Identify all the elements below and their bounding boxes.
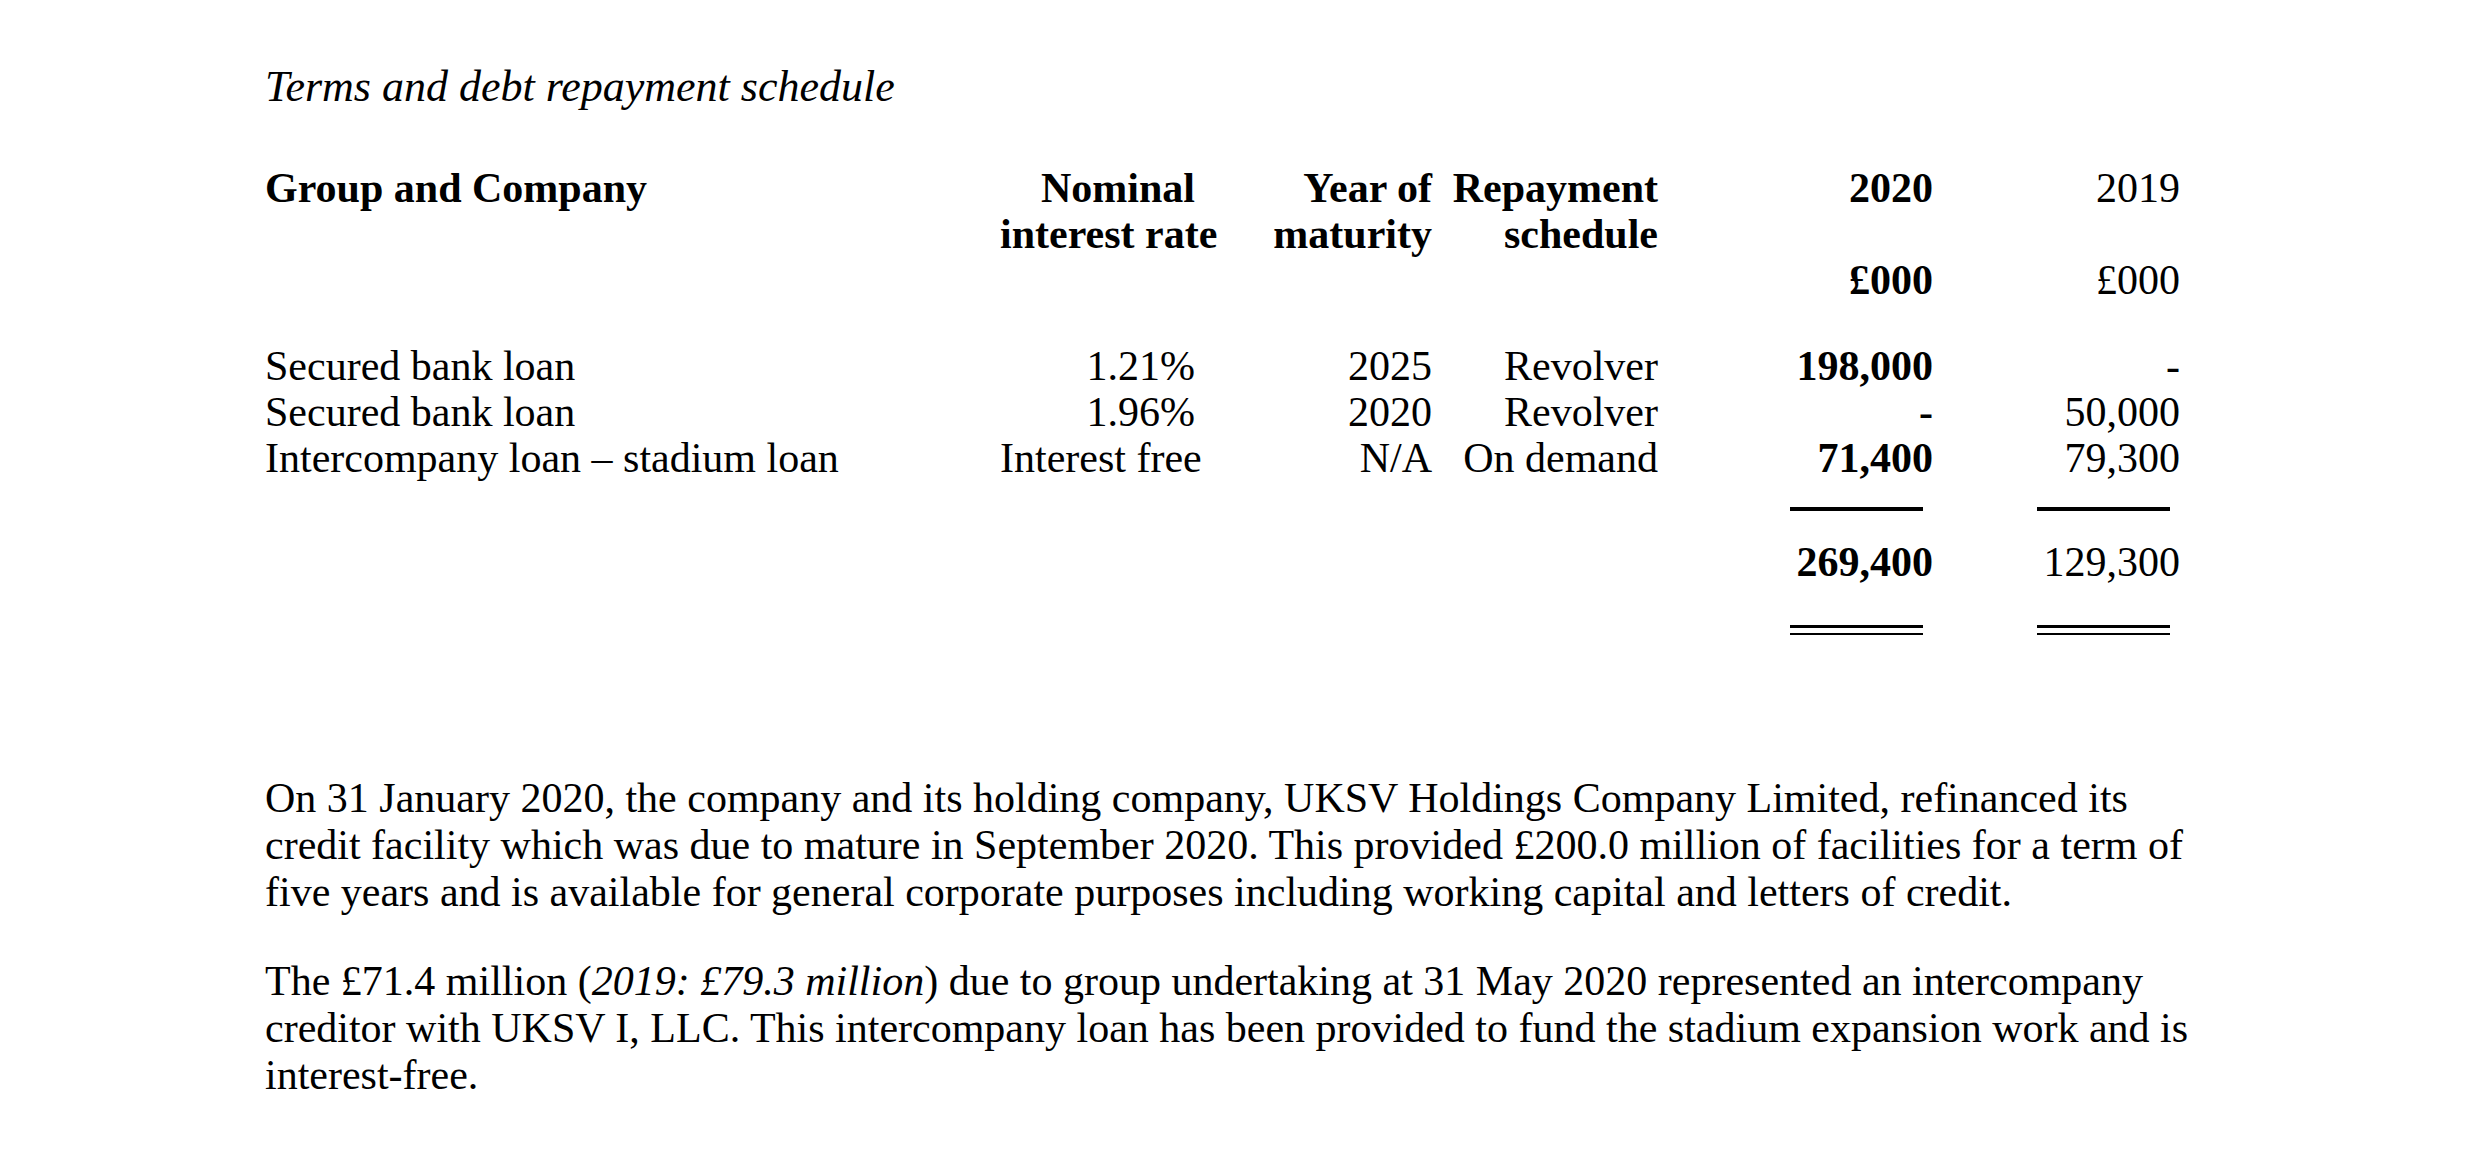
row-description: Secured bank loan xyxy=(265,343,1000,389)
row-value-2019: 79,300 xyxy=(1933,435,2180,481)
row-nominal-rate: 1.21% xyxy=(1000,343,1195,389)
row-description: Secured bank loan xyxy=(265,389,1000,435)
table-spacer xyxy=(265,303,2180,343)
header-empty-cell xyxy=(1658,211,1933,257)
total-2020: 269,400 xyxy=(1658,539,1933,585)
units-2019: £000 xyxy=(1933,257,2180,303)
refinancing-paragraph: On 31 January 2020, the company and its … xyxy=(265,775,2215,916)
row-year-of-maturity: N/A xyxy=(1195,435,1432,481)
header-year-of-maturity-line2: maturity xyxy=(1195,211,1432,257)
intercompany-loan-paragraph: The £71.4 million (2019: £79.3 million) … xyxy=(265,958,2215,1099)
table-spacer xyxy=(265,513,2180,539)
page-title: Terms and debt repayment schedule xyxy=(265,62,2469,112)
row-value-2020: 71,400 xyxy=(1658,435,1933,481)
header-repayment-schedule-line1: Repayment xyxy=(1432,165,1658,211)
header-group-and-company: Group and Company xyxy=(265,165,1000,211)
header-nominal-interest-rate-line1: Nominal xyxy=(1000,165,1195,211)
debt-schedule-table: Group and Company Nominal Year of Repaym… xyxy=(265,165,2469,635)
row-year-of-maturity: 2025 xyxy=(1195,343,1432,389)
totals-double-underline-2019 xyxy=(2037,625,2170,635)
units-2020: £000 xyxy=(1658,257,1933,303)
notes-section: On 31 January 2020, the company and its … xyxy=(265,775,2215,1099)
row-value-2020: 198,000 xyxy=(1658,343,1933,389)
header-empty-cell xyxy=(1933,211,2180,257)
header-repayment-schedule-line2: schedule xyxy=(1432,211,1658,257)
table-spacer xyxy=(265,481,2180,507)
row-year-of-maturity: 2020 xyxy=(1195,389,1432,435)
row-description: Intercompany loan – stadium loan xyxy=(265,435,1000,481)
total-2019: 129,300 xyxy=(1933,539,2180,585)
header-year-of-maturity-line1: Year of xyxy=(1195,165,1432,211)
row-repayment-schedule: Revolver xyxy=(1432,389,1658,435)
header-empty-cell xyxy=(265,211,1000,257)
table-spacer xyxy=(265,585,2180,625)
intercompany-paragraph-prior-year-italic: 2019: £79.3 million xyxy=(592,958,925,1004)
row-nominal-rate: 1.96% xyxy=(1000,389,1195,435)
row-repayment-schedule: On demand xyxy=(1432,435,1658,481)
header-2020: 2020 xyxy=(1658,165,1933,211)
row-value-2019: - xyxy=(1933,343,2180,389)
units-empty-cell xyxy=(1195,257,1432,303)
row-repayment-schedule: Revolver xyxy=(1432,343,1658,389)
units-empty-cell xyxy=(1000,257,1195,303)
header-2019: 2019 xyxy=(1933,165,2180,211)
row-value-2019: 50,000 xyxy=(1933,389,2180,435)
units-empty-cell xyxy=(1432,257,1658,303)
totals-double-underline-2020 xyxy=(1790,625,1923,635)
row-value-2020: - xyxy=(1658,389,1933,435)
header-nominal-interest-rate-line2: interest rate xyxy=(1000,211,1195,257)
row-nominal-rate: Interest free xyxy=(1000,435,1195,481)
units-empty-cell xyxy=(265,257,1000,303)
document-page: Terms and debt repayment schedule Group … xyxy=(0,0,2469,1171)
intercompany-paragraph-prefix: The £71.4 million ( xyxy=(265,958,592,1004)
